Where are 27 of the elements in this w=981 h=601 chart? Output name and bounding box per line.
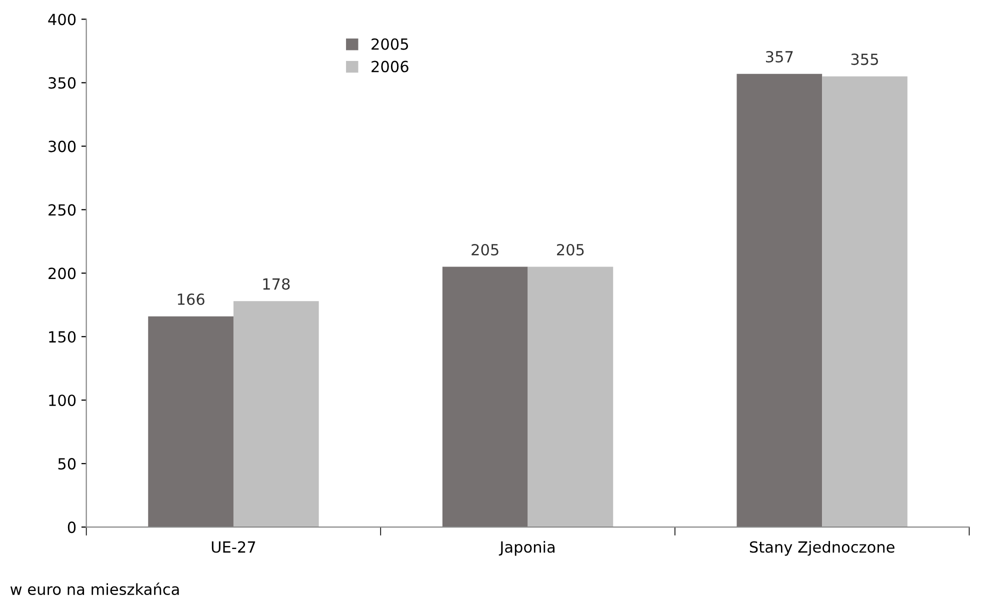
x-tick-label: Stany Zjednoczone: [750, 540, 894, 556]
y-tick-label: 400: [48, 14, 76, 26]
data-label: 166: [178, 293, 204, 306]
legend-label: 2005: [372, 38, 408, 50]
data-label: 357: [766, 50, 793, 63]
legend-label: 2006: [372, 60, 408, 72]
data-label: 205: [556, 244, 584, 256]
data-label: 178: [263, 278, 290, 290]
y-tick-label: 50: [58, 458, 76, 470]
y-axis-title: w euro na mieszkańca: [10, 582, 179, 596]
y-tick-label: 300: [48, 140, 76, 152]
y-tick-label: 200: [48, 268, 76, 280]
y-tick-label: 100: [49, 394, 76, 406]
y-tick-label: 350: [48, 77, 76, 89]
x-tick-label: UE-27: [212, 541, 256, 553]
data-label: 205: [472, 244, 498, 256]
bar: [736, 74, 822, 528]
y-tick-label: 250: [48, 204, 76, 216]
bar: [528, 266, 614, 528]
y-tick-label: 0: [68, 522, 76, 534]
data-label: 355: [851, 54, 878, 66]
y-tick-label: 150: [49, 331, 76, 343]
bar: [148, 316, 234, 528]
bar: [442, 266, 528, 528]
x-tick-label: Japonia: [498, 540, 554, 556]
bar: [822, 76, 908, 528]
bar: [233, 301, 319, 528]
